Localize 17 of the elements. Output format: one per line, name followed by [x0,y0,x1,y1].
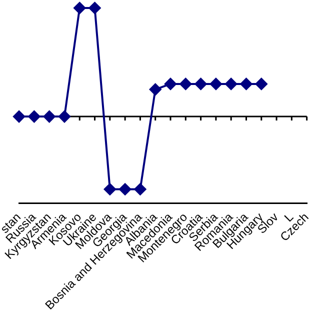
point [13,110,26,123]
point [149,83,162,96]
point [58,110,70,123]
point [194,78,207,90]
point [88,2,101,14]
point [255,78,268,90]
point [240,78,252,90]
point [210,78,222,90]
point [164,78,176,90]
point [28,110,40,123]
point [104,183,116,196]
point [134,183,146,196]
point [180,78,192,90]
point [74,2,86,14]
point [225,78,238,90]
point [119,183,132,196]
point [43,110,56,123]
